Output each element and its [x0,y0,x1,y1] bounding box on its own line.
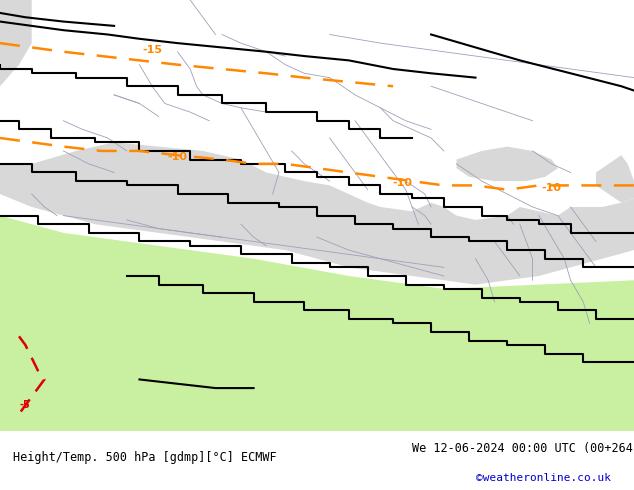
Polygon shape [0,0,32,86]
Text: -10: -10 [167,152,188,162]
Polygon shape [456,147,558,181]
Text: -10: -10 [392,178,413,188]
Polygon shape [0,216,634,431]
Text: Height/Temp. 500 hPa [gdmp][°C] ECMWF: Height/Temp. 500 hPa [gdmp][°C] ECMWF [13,451,276,464]
Polygon shape [0,142,634,285]
Text: ©weatheronline.co.uk: ©weatheronline.co.uk [476,473,611,483]
Polygon shape [596,155,634,203]
Text: -5: -5 [20,400,30,410]
Text: -15: -15 [142,45,162,54]
Text: We 12-06-2024 00:00 UTC (00+264): We 12-06-2024 00:00 UTC (00+264) [412,442,634,455]
Text: -10: -10 [541,183,562,193]
